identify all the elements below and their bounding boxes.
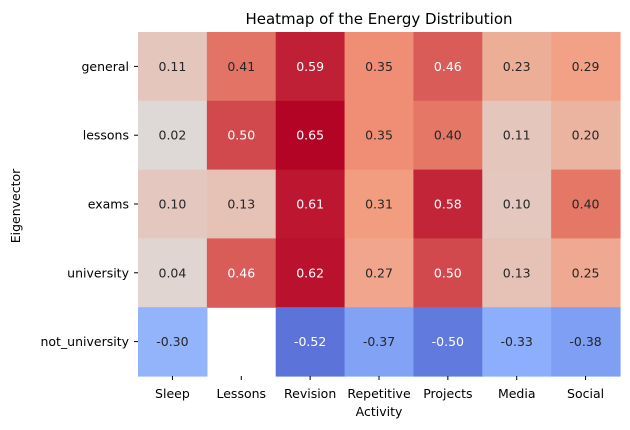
heatmap-cells: [138, 32, 621, 377]
cell-value-label: -0.33: [501, 334, 533, 349]
x-tick-label: Repetitive: [347, 386, 411, 401]
cell-value-label: 0.29: [572, 59, 600, 74]
cell-value-label: 0.02: [159, 128, 187, 143]
heatmap-cell: [206, 32, 277, 102]
heatmap-cell: [344, 307, 415, 377]
cell-value-label: 0.31: [365, 197, 393, 212]
cell-value-label: 0.10: [159, 197, 187, 212]
cell-value-label: 0.40: [572, 197, 600, 212]
heatmap-cell: [138, 307, 208, 377]
cell-value-label: 0.50: [227, 128, 255, 143]
cell-value-label: -0.30: [156, 334, 188, 349]
heatmap-cell: [138, 169, 208, 239]
cell-value-label: 0.59: [296, 59, 324, 74]
cell-value-label: 0.23: [503, 59, 531, 74]
heatmap-cell: [206, 169, 277, 239]
heatmap-cell: [206, 100, 277, 171]
cell-value-label: 0.50: [434, 265, 462, 280]
heatmap-cell: [275, 32, 346, 102]
heatmap-cell: [551, 32, 621, 102]
x-tick-label: Media: [498, 386, 536, 401]
heatmap-cell: [275, 100, 346, 171]
heatmap-cell: [413, 169, 483, 239]
heatmap-cell: [482, 307, 552, 377]
y-tick-label: university: [67, 265, 129, 280]
cell-value-label: 0.04: [159, 265, 187, 280]
cell-value-label: 0.58: [434, 197, 462, 212]
heatmap-cell: [275, 238, 346, 308]
heatmap-cell: [138, 100, 208, 171]
heatmap-cell-labels: 0.11 0.41 0.59 0.35 0.46 0.23 0.29 0.02 0.50 0.65…: [156, 59, 602, 349]
heatmap-cell: [138, 238, 208, 308]
x-tick-label: Revision: [284, 386, 336, 401]
cell-value-label: 0.13: [227, 197, 255, 212]
cell-value-label: 0.25: [572, 265, 600, 280]
heatmap-cell: [482, 238, 552, 308]
cell-value-label: 0.10: [503, 197, 531, 212]
cell-value-label: 0.27: [365, 265, 393, 280]
heatmap-cell: [344, 100, 415, 171]
heatmap-cell: [551, 307, 621, 377]
cell-value-label: 0.20: [572, 128, 600, 143]
heatmap-cell: [482, 169, 552, 239]
y-tick-label: general: [81, 59, 129, 74]
heatmap-cell: [413, 238, 483, 308]
heatmap-cell: [551, 169, 621, 239]
cell-value-label: 0.65: [296, 128, 324, 143]
heatmap-cell: [275, 169, 346, 239]
x-tick-label: Lessons: [217, 386, 267, 401]
cell-value-label: -0.52: [294, 334, 326, 349]
cell-value-label: -0.38: [569, 334, 601, 349]
cell-value-label: 0.13: [503, 265, 531, 280]
heatmap-cell: [482, 100, 552, 171]
cell-value-label: -0.50: [432, 334, 464, 349]
heatmap-cell: [413, 32, 483, 102]
heatmap-cell: [413, 100, 483, 171]
cell-value-label: 0.61: [296, 197, 324, 212]
x-axis-ticks: Sleep Lessons Revision Repetitive Projects Me…: [155, 376, 604, 401]
cell-value-label: 0.11: [159, 59, 187, 74]
y-axis-ticks: general lessons exams university not_univers…: [40, 59, 138, 349]
cell-value-label: 0.46: [434, 59, 462, 74]
heatmap-cell: [551, 238, 621, 308]
heatmap-cell: [551, 100, 621, 171]
chart-title: Heatmap of the Energy Distribution: [245, 10, 512, 28]
heatmap-cell: [413, 307, 483, 377]
x-tick-label: Sleep: [155, 386, 190, 401]
cell-value-label: 0.41: [227, 59, 255, 74]
heatmap-cell: [344, 238, 415, 308]
x-axis-label: Activity: [356, 404, 403, 419]
cell-value-label: -0.37: [363, 334, 395, 349]
cell-value-label: 0.62: [296, 265, 324, 280]
x-tick-label: Social: [567, 386, 604, 401]
y-axis-label: Eigenvector: [8, 168, 23, 243]
y-tick-label: not_university: [40, 334, 129, 349]
heatmap-cell: [344, 169, 415, 239]
y-tick-label: lessons: [83, 128, 129, 143]
heatmap-cell: [344, 32, 415, 102]
cell-value-label: 0.46: [227, 265, 255, 280]
heatmap-cell: [206, 238, 277, 308]
y-tick-label: exams: [88, 197, 129, 212]
cell-value-label: 0.40: [434, 128, 462, 143]
cell-value-label: 0.11: [503, 128, 531, 143]
cell-value-label: 0.35: [365, 59, 393, 74]
x-tick-label: Projects: [423, 386, 472, 401]
heatmap-cell: [482, 32, 552, 102]
heatmap-cell: [275, 307, 346, 377]
cell-value-label: 0.35: [365, 128, 393, 143]
heatmap-cell: [138, 32, 208, 102]
